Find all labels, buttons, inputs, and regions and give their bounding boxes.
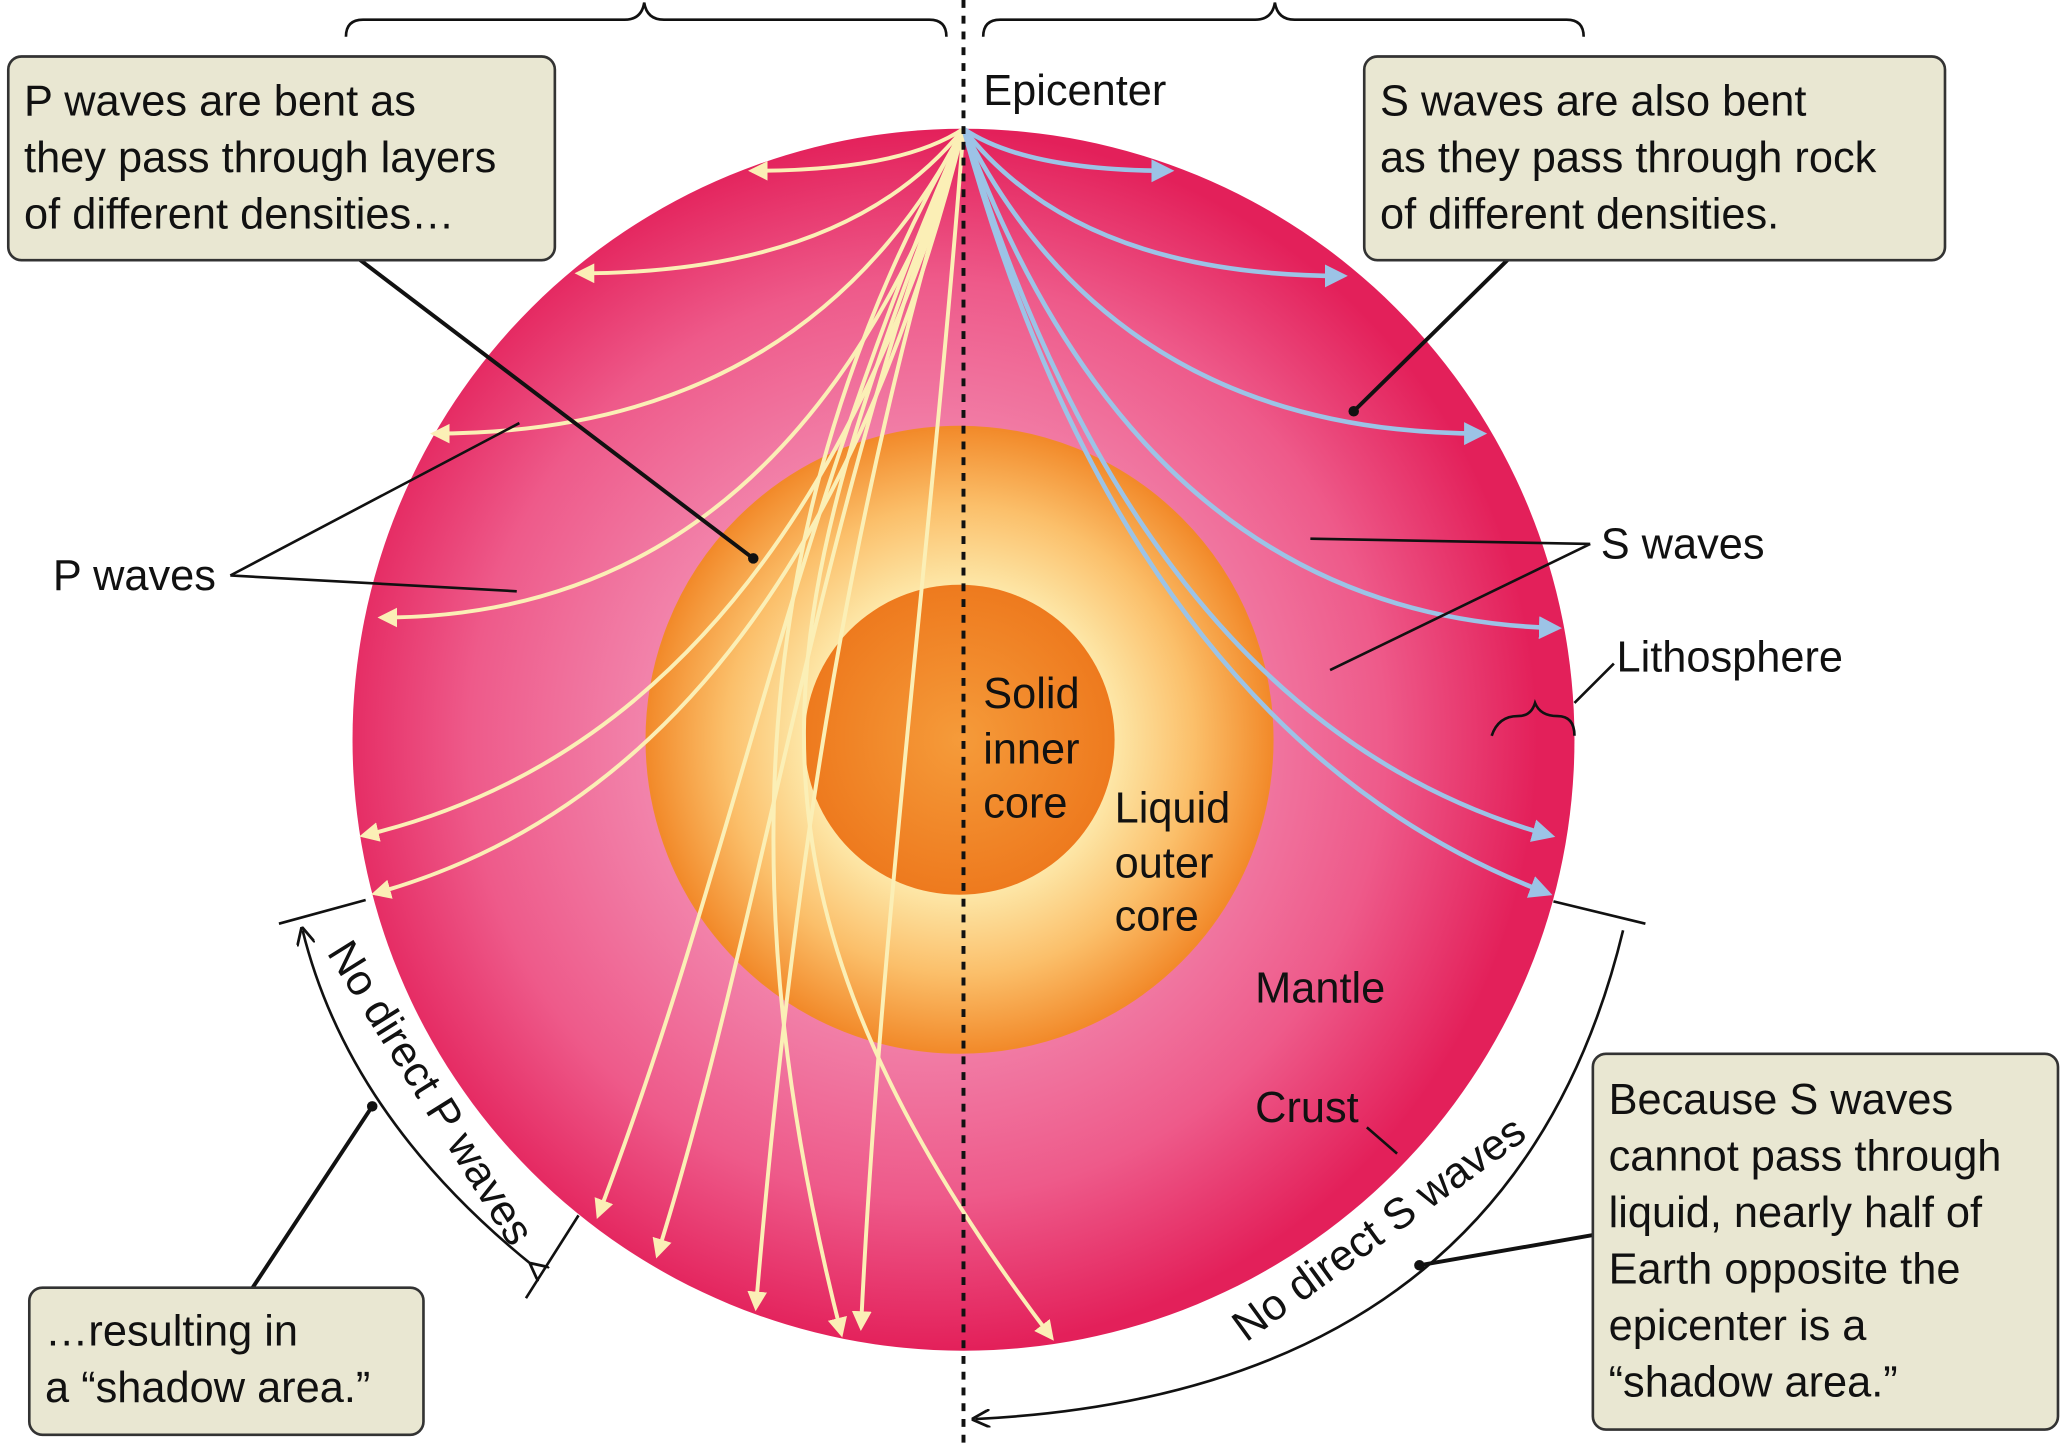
callout-text: they pass through layers [24,134,496,182]
p-waves [359,127,1054,1341]
label: Crust [1255,1084,1359,1132]
label: S waves [1601,520,1765,568]
label: Lithosphere [1617,633,1844,681]
callout-text: of different densities. [1380,191,1779,239]
callout-text: Earth opposite the [1609,1246,1961,1294]
label: core [1115,892,1199,940]
callouts [6,55,2060,1437]
callout-text: as they pass through rock [1380,134,1877,182]
label: Solid [983,670,1079,718]
braces [344,2,1585,737]
callout-box [1591,1052,2060,1431]
label: inner [983,725,1079,773]
callout-box [27,1286,425,1437]
callout-box [1362,55,1947,262]
label: Liquid [1115,785,1231,833]
label: P waves [53,552,216,600]
s-waves [961,126,1562,898]
callout-text: Because S waves [1609,1076,1954,1124]
callout-text: S waves are also bent [1380,78,1806,126]
label: core [983,779,1067,827]
callout-text: …resulting in [45,1307,298,1355]
callout-text: P waves are bent as [24,78,416,126]
callout-text: of different densities… [24,191,454,239]
callout-text: epicenter is a [1609,1302,1868,1350]
callout-text: a “shadow area.” [45,1364,370,1412]
label: Mantle [1255,965,1385,1013]
pointers [229,254,1646,1419]
callout-box [6,55,557,262]
label: outer [1115,840,1214,888]
callout-text: liquid, nearly half of [1609,1189,1983,1237]
callout-text: “shadow area.” [1609,1359,1898,1407]
callout-text: cannot pass through [1609,1133,2002,1181]
inner-core [804,584,1115,895]
label: Epicenter [983,67,1166,115]
